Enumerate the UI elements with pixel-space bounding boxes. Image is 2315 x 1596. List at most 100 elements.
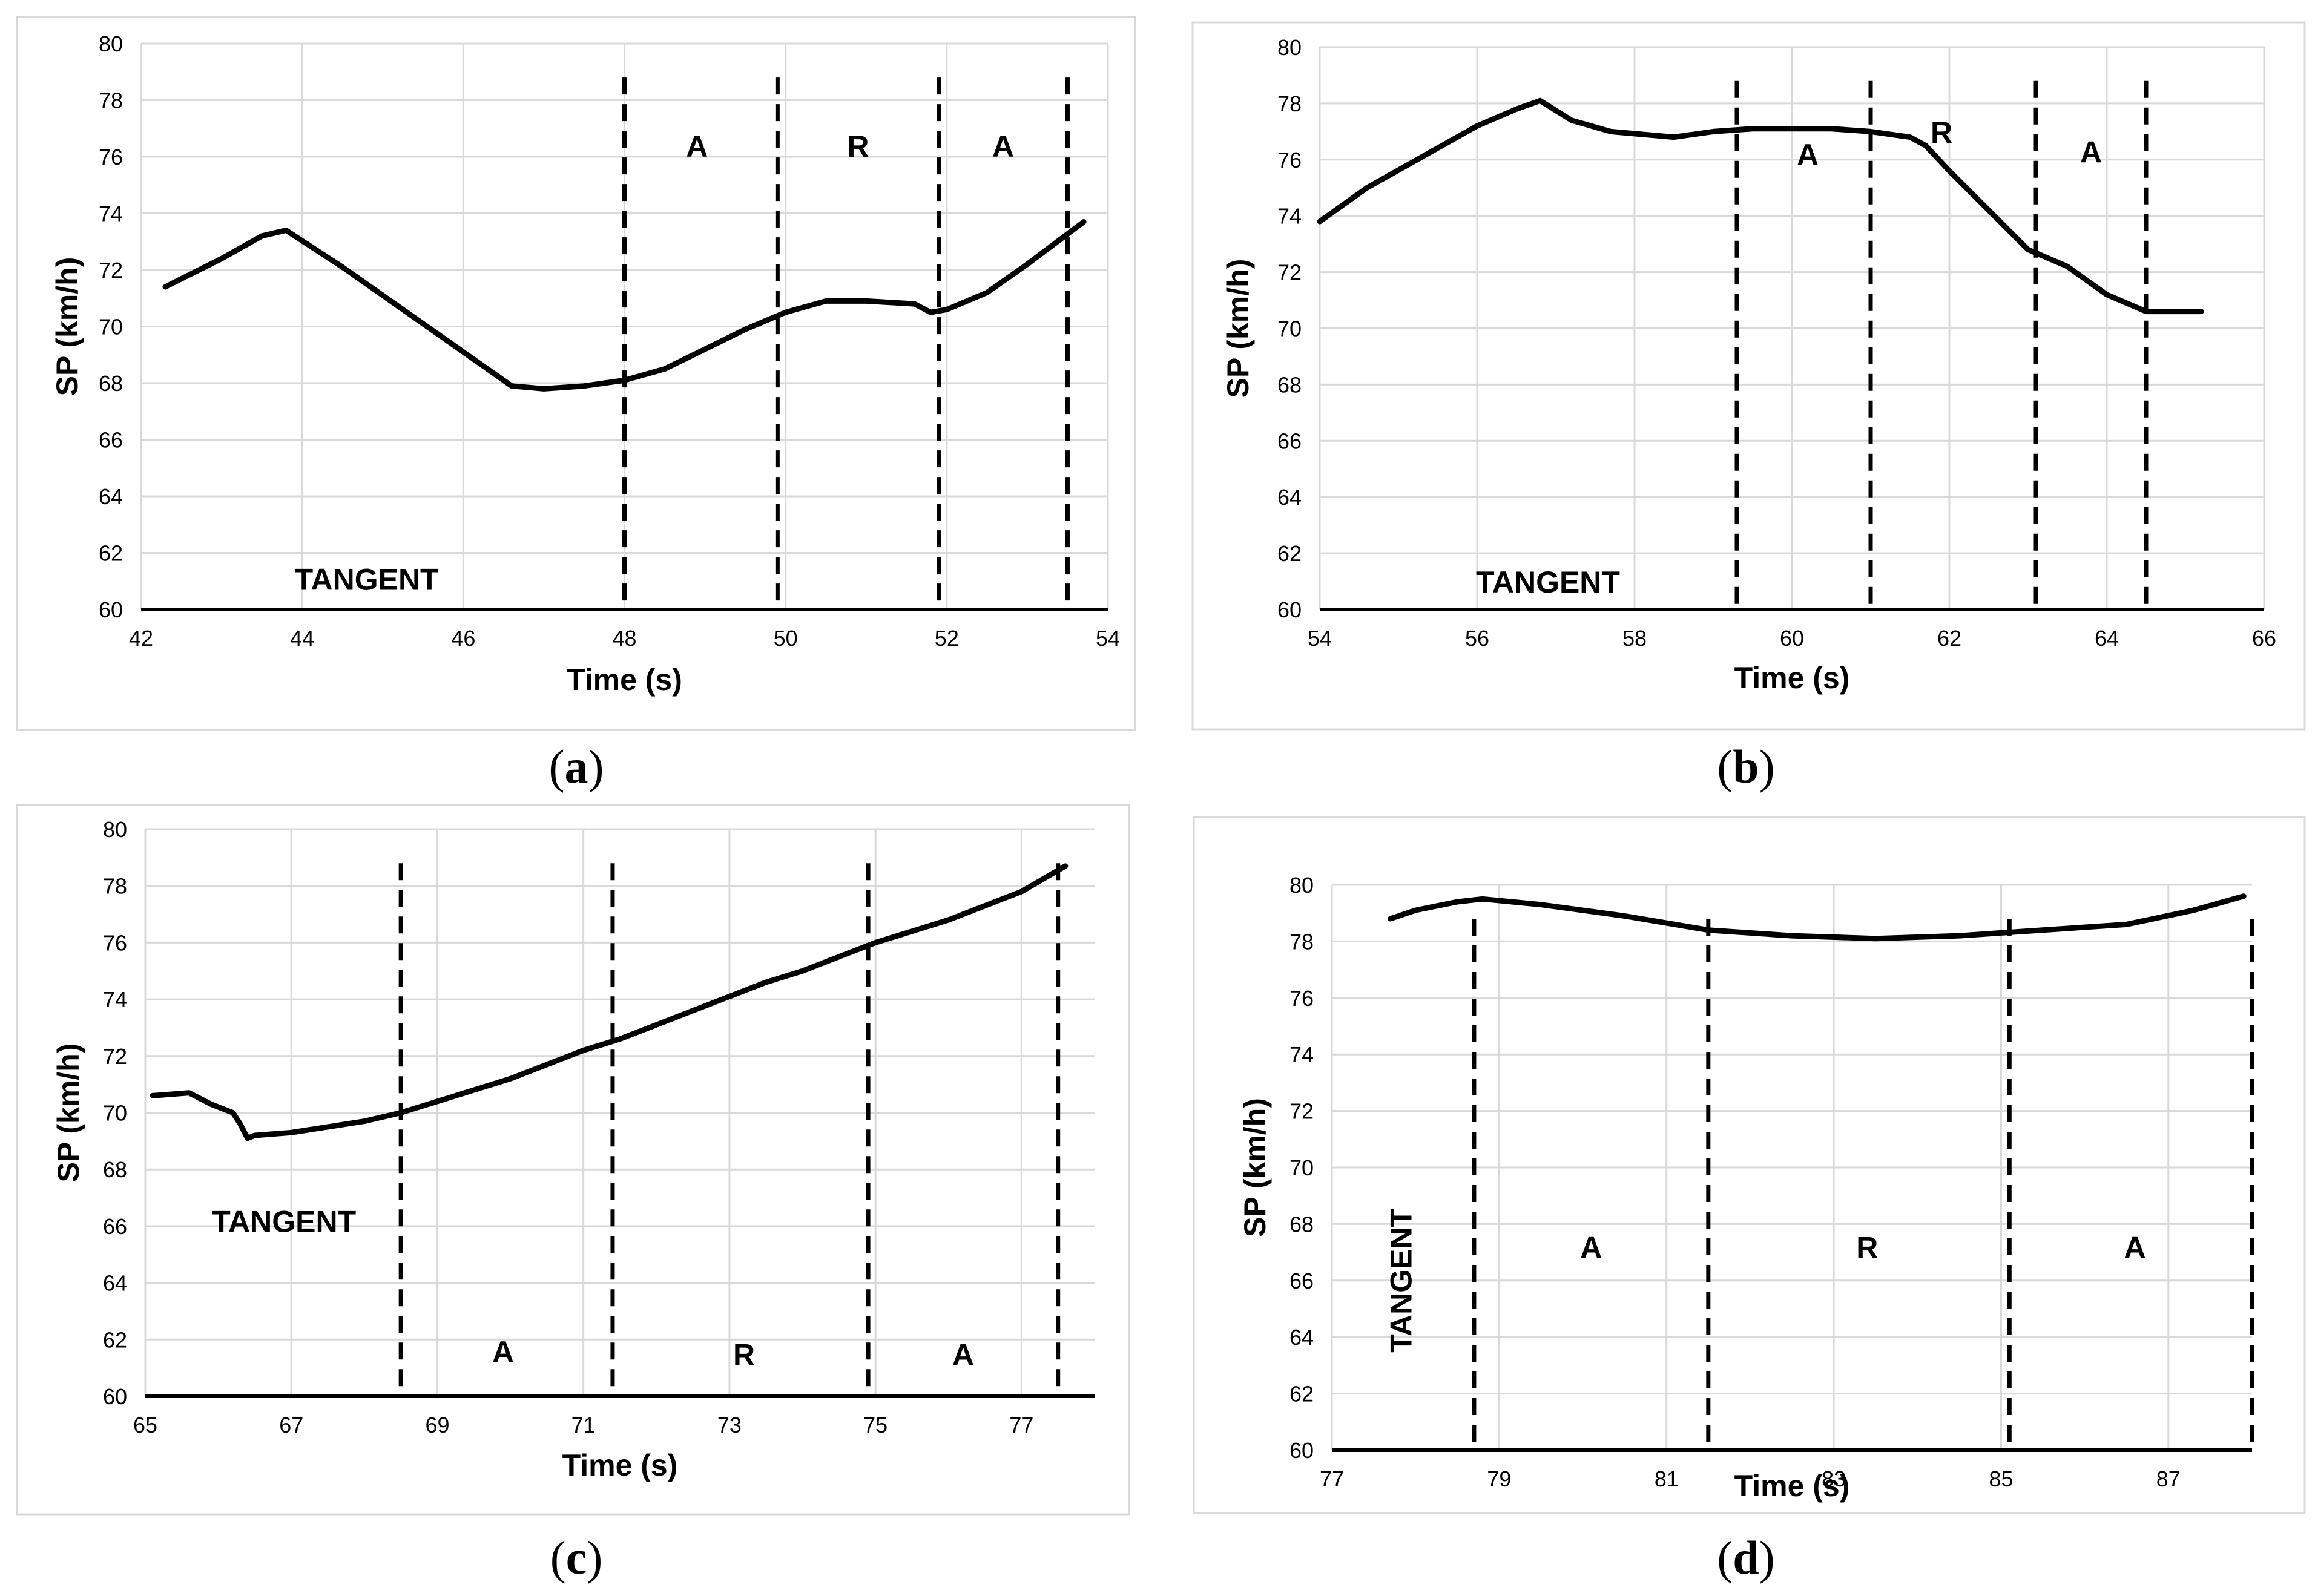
x-tick-label: 85: [1989, 1466, 2013, 1491]
y-tick-label: 76: [99, 145, 123, 169]
y-axis-label: SP (km/h): [50, 257, 84, 396]
x-tick-label: 73: [717, 1413, 742, 1437]
y-tick-label: 78: [103, 874, 127, 899]
y-tick-label: 72: [103, 1044, 127, 1069]
y-tick-label: 70: [1277, 317, 1302, 341]
y-tick-label: 70: [99, 315, 123, 340]
speed-series-line: [150, 863, 1069, 1141]
y-tick-label: 66: [103, 1214, 127, 1239]
y-tick-label: 66: [1289, 1269, 1314, 1293]
y-axis-label: SP (km/h): [51, 1043, 85, 1183]
y-tick-label: 64: [1289, 1325, 1314, 1350]
y-tick-label: 62: [103, 1327, 127, 1352]
x-tick-label: 81: [1655, 1466, 1679, 1491]
speed-series-line: [162, 219, 1087, 392]
y-tick-label: 74: [1289, 1042, 1314, 1067]
x-tick-label: 79: [1487, 1466, 1511, 1491]
panel-frame: [1191, 21, 2306, 731]
y-tick-label: 68: [103, 1157, 127, 1182]
panel-caption-letter: a: [565, 740, 588, 793]
y-axis-label: SP (km/h): [1221, 259, 1255, 398]
x-tick-label: 75: [863, 1413, 887, 1437]
panel-frame: [16, 16, 1136, 731]
panel-caption: (b): [1717, 740, 1774, 793]
panel-caption: (c): [550, 1531, 603, 1584]
y-tick-label: 64: [1277, 485, 1302, 510]
x-axis-label: Time (s): [1734, 1469, 1850, 1503]
x-tick-label: 67: [279, 1413, 303, 1437]
x-tick-label: 77: [1320, 1466, 1344, 1491]
panel-caption: (d): [1717, 1531, 1774, 1584]
x-tick-label: 44: [290, 626, 314, 651]
x-tick-label: 52: [935, 626, 959, 651]
segment-label-a: A: [992, 130, 1014, 163]
y-tick-label: 62: [99, 541, 123, 566]
x-tick-label: 46: [451, 626, 475, 651]
tangent-label: TANGENT: [1384, 1209, 1418, 1353]
tangent-label: TANGENT: [1476, 565, 1620, 599]
segment-label-r: R: [1856, 1230, 1878, 1264]
segment-label-a: A: [1580, 1230, 1602, 1264]
x-tick-label: 60: [1780, 626, 1804, 651]
y-tick-label: 64: [103, 1271, 127, 1296]
y-tick-label: 80: [1277, 35, 1302, 60]
segment-label-a: A: [2080, 135, 2102, 169]
y-tick-label: 78: [1277, 91, 1302, 116]
y-tick-label: 60: [99, 597, 123, 622]
y-tick-label: 68: [1277, 372, 1302, 397]
y-tick-label: 66: [1277, 429, 1302, 453]
segment-label-a: A: [1797, 138, 1819, 172]
panel-caption: (a): [549, 740, 604, 793]
y-tick-label: 70: [103, 1101, 127, 1126]
x-tick-label: 50: [774, 626, 798, 651]
y-tick-label: 72: [1277, 260, 1302, 285]
segment-label-r: R: [733, 1338, 755, 1371]
panel-frame: [1193, 816, 2306, 1514]
x-tick-label: 77: [1009, 1413, 1033, 1437]
y-tick-label: 60: [1277, 597, 1302, 622]
segment-label-a: A: [492, 1335, 514, 1369]
y-tick-label: 74: [1277, 204, 1302, 229]
chart-panel-a: 60 62 64 66 68 70 72 74 76 78 80 42 44 46 48 50 52 54 A R A T…: [16, 16, 1136, 793]
y-tick-label: 68: [99, 371, 123, 396]
x-tick-label: 71: [571, 1413, 596, 1437]
y-axis-label: SP (km/h): [1238, 1098, 1272, 1237]
y-tick-label: 76: [1289, 986, 1314, 1011]
y-tick-label: 64: [99, 484, 123, 509]
y-tick-label: 72: [1289, 1099, 1314, 1124]
x-tick-label: 54: [1096, 626, 1120, 651]
segment-label-a: A: [2124, 1230, 2145, 1264]
y-tick-label: 62: [1289, 1382, 1314, 1407]
panel-frame: [16, 804, 1130, 1516]
x-axis-label: Time (s): [1734, 661, 1850, 695]
panel-caption-letter: d: [1733, 1531, 1759, 1584]
x-axis-label: Time (s): [562, 1448, 678, 1482]
chart-panel-c: 60 62 64 66 68 70 72 74 76 78 80 65 67 69 71 73 75 77 A R A T…: [16, 804, 1130, 1584]
y-tick-label: 74: [99, 202, 123, 226]
y-tick-label: 78: [1289, 929, 1314, 954]
y-tick-label: 62: [1277, 541, 1302, 566]
y-tick-label: 80: [1289, 873, 1314, 898]
y-tick-label: 60: [103, 1384, 127, 1409]
x-tick-label: 42: [129, 626, 153, 651]
x-tick-label: 54: [1308, 626, 1332, 651]
panel-caption-letter: c: [566, 1531, 587, 1584]
y-tick-label: 66: [99, 428, 123, 453]
x-tick-label: 65: [133, 1413, 157, 1437]
tangent-label: TANGENT: [295, 562, 439, 596]
y-tick-label: 70: [1289, 1155, 1314, 1180]
y-tick-label: 80: [99, 31, 123, 56]
x-axis-label: Time (s): [567, 663, 682, 697]
y-tick-label: 80: [103, 817, 127, 842]
y-tick-label: 60: [1289, 1438, 1314, 1463]
x-tick-label: 66: [2252, 626, 2276, 651]
segment-label-a: A: [952, 1338, 974, 1371]
x-tick-label: 48: [612, 626, 636, 651]
x-tick-label: 58: [1622, 626, 1647, 651]
x-tick-label: 87: [2156, 1466, 2181, 1491]
x-tick-label: 83: [1822, 1466, 1846, 1491]
tangent-label: TANGENT: [212, 1204, 356, 1238]
chart-panel-d: 60 62 64 66 68 70 72 74 76 78 80 77 79 81 83 85 87 A R A TAN…: [1193, 816, 2306, 1584]
x-tick-label: 62: [1937, 626, 1961, 651]
